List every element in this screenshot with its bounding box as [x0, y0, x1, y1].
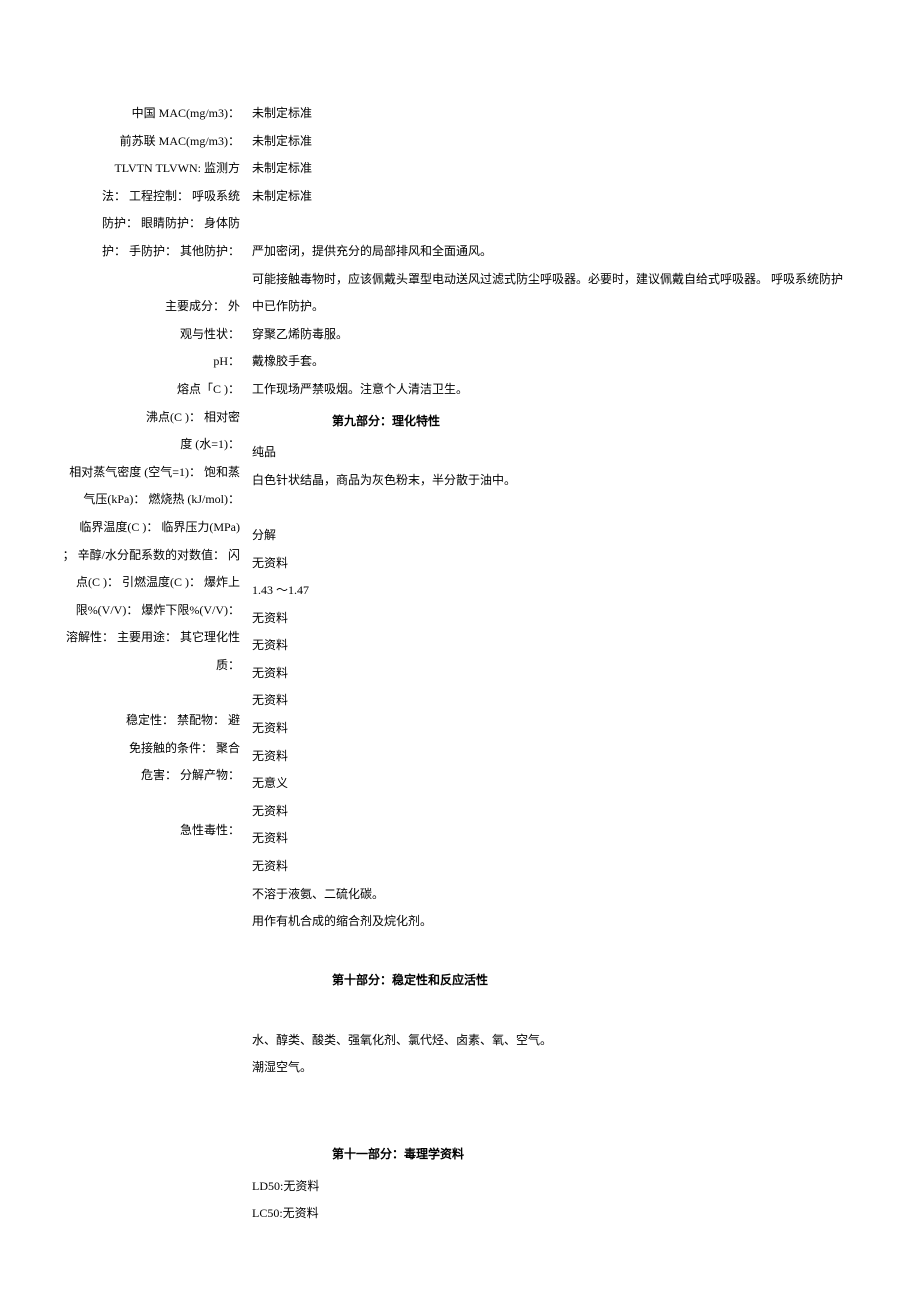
- value-ventilation: 严加密闭，提供充分的局部排风和全面通风。: [252, 238, 880, 266]
- value-lc50: LC50:无资料: [252, 1200, 880, 1228]
- value-partition: 无资料: [252, 743, 880, 771]
- value-china-mac: 未制定标准: [252, 100, 880, 128]
- values-column: 未制定标准 未制定标准 未制定标准 未制定标准 严加密闭，提供充分的局部排风和全…: [252, 100, 880, 1228]
- label-tlv: TLVTN TLVWN: 监测方: [40, 155, 240, 183]
- value-explosion-lower: 无资料: [252, 853, 880, 881]
- label-polymer: 危害： 分解产物：: [40, 762, 240, 790]
- value-avoid-conditions: 潮湿空气。: [252, 1054, 880, 1082]
- value-density: 1.43 ～1.47: [252, 577, 880, 605]
- label-partition: ； 辛醇/水分配系数的对数值： 闪: [40, 542, 240, 570]
- label-main-ingredient: 主要成分： 外: [40, 293, 240, 321]
- value-ld50: LD50:无资料: [252, 1173, 880, 1201]
- value-respirator: 可能接触毒物时，应该佩戴头罩型电动送风过滤式防尘呼吸器。必要时，建议佩戴自给式呼…: [252, 266, 880, 294]
- label-density: 度 (水=1)：: [40, 431, 240, 459]
- value-use: 用作有机合成的缩合剂及烷化剂。: [252, 908, 880, 936]
- value-explosion-upper: 无资料: [252, 825, 880, 853]
- value-critical-temp: 无资料: [252, 687, 880, 715]
- label-ussr-mac: 前苏联 MAC(mg/m3)：: [40, 128, 240, 156]
- value-ussr-mac: 未制定标准: [252, 128, 880, 156]
- label-avoid: 免接触的条件： 聚合: [40, 735, 240, 763]
- msds-document: 中国 MAC(mg/m3)： 前苏联 MAC(mg/m3)： TLVTN TLV…: [40, 100, 880, 1228]
- label-flash: 点(C )： 引燃温度(C )： 爆炸上: [40, 569, 240, 597]
- label-appearance: 观与性状：: [40, 321, 240, 349]
- label-melting: 熔点「C )：: [40, 376, 240, 404]
- value-vapor-pressure: 无资料: [252, 632, 880, 660]
- value-incompatible: 水、醇类、酸类、强氧化剂、氯代烃、卤素、氧、空气。: [252, 1027, 880, 1055]
- label-critical-temp: 临界温度(C )： 临界压力(MPa): [40, 514, 240, 542]
- label-pressure: 气压(kPa)： 燃烧热 (kJ/mol)：: [40, 486, 240, 514]
- label-other: 质：: [40, 652, 240, 680]
- labels-column: 中国 MAC(mg/m3)： 前苏联 MAC(mg/m3)： TLVTN TLV…: [40, 100, 240, 845]
- section-10-title: 第十部分：稳定性和反应活性: [332, 967, 880, 995]
- value-body-protection: 穿聚乙烯防毒服。: [252, 321, 880, 349]
- value-critical-pressure: 无资料: [252, 715, 880, 743]
- value-other-protection: 工作现场严禁吸烟。注意个人清洁卫生。: [252, 376, 880, 404]
- value-eye-protection: 中已作防护。: [252, 293, 880, 321]
- value-ingredient: 纯品: [252, 439, 880, 467]
- value-method: 未制定标准: [252, 183, 880, 211]
- label-acute: 急性毒性：: [40, 817, 240, 845]
- label-method: 法： 工程控制： 呼吸系统: [40, 183, 240, 211]
- label-protection: 防护： 眼睛防护： 身体防: [40, 210, 240, 238]
- section-9-title: 第九部分：理化特性: [332, 408, 880, 436]
- value-appearance: 白色针状结晶，商品为灰色粉末，半分散于油中。: [252, 467, 880, 495]
- value-boiling: 无资料: [252, 550, 880, 578]
- value-combustion: 无资料: [252, 660, 880, 688]
- label-explosion: 限%(V/V)： 爆炸下限%(V/V)：: [40, 597, 240, 625]
- label-stability: 稳定性： 禁配物： 避: [40, 707, 240, 735]
- value-solubility: 不溶于液氨、二硫化碳。: [252, 881, 880, 909]
- value-melting: 分解: [252, 522, 880, 550]
- value-ignition: 无资料: [252, 798, 880, 826]
- value-tlv: 未制定标准: [252, 155, 880, 183]
- label-vapor: 相对蒸气密度 (空气=1)： 饱和蒸: [40, 459, 240, 487]
- value-flash: 无意义: [252, 770, 880, 798]
- label-china-mac: 中国 MAC(mg/m3)：: [40, 100, 240, 128]
- label-ph: pH：: [40, 348, 240, 376]
- label-boiling: 沸点(C )： 相对密: [40, 404, 240, 432]
- label-solubility: 溶解性： 主要用途： 其它理化性: [40, 624, 240, 652]
- label-hand: 护： 手防护： 其他防护：: [40, 238, 240, 266]
- section-11-title: 第十一部分：毒理学资料: [332, 1141, 880, 1169]
- value-hand-protection: 戴橡胶手套。: [252, 348, 880, 376]
- value-vapor-density: 无资料: [252, 605, 880, 633]
